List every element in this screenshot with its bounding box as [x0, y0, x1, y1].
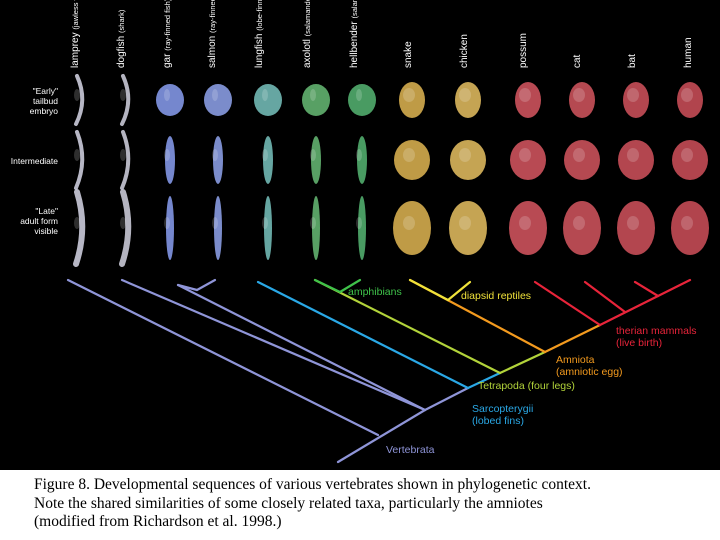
embryo-hellbender-stage-2 [356, 136, 367, 184]
branch-cat [583, 280, 627, 314]
branch-rayfinned [176, 283, 427, 412]
embryo-snake-stage-2 [394, 140, 430, 180]
caption-line-2: Note the shared similarities of some clo… [34, 494, 543, 512]
branch-jawed-stem [423, 386, 470, 412]
embryo-lungfish-stage-3 [262, 196, 272, 260]
embryos-and-tree [66, 74, 709, 464]
embryo-dogfish-stage-1 [120, 74, 131, 126]
phylogeny-tree [66, 278, 692, 464]
figure-panel: lamprey (jawless vertebrate) dogfish (sh… [0, 0, 720, 470]
branch-axolotl [313, 278, 342, 294]
embryo-human-stage-1 [677, 82, 703, 118]
embryo-chicken-stage-3 [449, 201, 487, 255]
embryo-gar-stage-2 [164, 136, 175, 184]
branch-chicken [446, 280, 472, 302]
branch-mammal-stem [598, 278, 692, 327]
clade-label-tetrapoda: Tetrapoda (four legs) [478, 380, 575, 392]
branch-dogfish [120, 278, 427, 412]
embryo-salmon-stage-3 [212, 196, 222, 260]
embryo-dogfish-stage-2 [120, 130, 131, 190]
branch-lamprey [66, 278, 380, 437]
embryo-lungfish-stage-1 [254, 84, 282, 116]
stage-label-intermediate: Intermediate [10, 156, 58, 166]
branch-hellbender [338, 278, 362, 294]
embryo-hellbender-stage-3 [356, 196, 366, 260]
embryo-human-stage-2 [672, 140, 708, 180]
stage-label-early: "Early" tailbud embryo [29, 86, 58, 116]
embryo-dogfish-stage-3 [119, 189, 132, 267]
embryo-bat-stage-3 [617, 201, 655, 255]
branch-lungfish [256, 280, 470, 390]
embryo-bat-stage-1 [623, 82, 649, 118]
embryo-cat-stage-2 [564, 140, 600, 180]
embryo-axolotl-stage-3 [310, 196, 320, 260]
clade-label-diapsid-reptiles: diapsid reptiles [461, 290, 532, 302]
caption-line-3: (modified from Richardson et al. 1998.) [34, 513, 282, 530]
clade-label-amniota: Amniota (amniotic egg) [556, 354, 623, 378]
embryo-salmon-stage-1 [204, 84, 232, 116]
branch-snake [408, 278, 450, 302]
embryo-hellbender-stage-1 [348, 84, 376, 116]
embryo-grid [73, 74, 709, 267]
embryo-human-stage-3 [671, 201, 709, 255]
embryo-salmon-stage-2 [212, 136, 223, 184]
branch-amniota-stem [543, 323, 602, 354]
branch-bat [633, 280, 660, 298]
embryo-gar-stage-3 [164, 196, 174, 260]
embryo-lamprey-stage-2 [74, 130, 85, 190]
embryo-cat-stage-1 [569, 82, 595, 118]
branch-gar [176, 283, 199, 292]
figure-caption: Figure 8. Developmental sequences of var… [34, 476, 714, 532]
embryo-cat-stage-3 [563, 201, 601, 255]
branch-salmon [195, 278, 217, 292]
branch-sarcopterygii-stem [466, 371, 502, 390]
embryo-possum-stage-2 [510, 140, 546, 180]
embryo-bat-stage-2 [618, 140, 654, 180]
embryo-axolotl-stage-2 [310, 136, 321, 184]
clade-label-sarcopterygii: Sarcopterygii (lobed fins) [472, 403, 534, 427]
embryo-lamprey-stage-3 [73, 189, 86, 267]
branch-tetrapoda-stem [498, 350, 547, 375]
embryo-lamprey-stage-1 [74, 74, 85, 126]
embryo-lungfish-stage-2 [262, 136, 273, 184]
embryo-chicken-stage-1 [455, 82, 481, 118]
embryo-gar-stage-1 [156, 84, 184, 116]
embryo-snake-stage-1 [399, 82, 425, 118]
stage-label-late: "Late" adult form visible [20, 206, 58, 236]
caption-line-1: Figure 8. Developmental sequences of var… [34, 476, 591, 493]
branch-vertebrata-stem [336, 408, 427, 464]
clade-label-therian-mammals: therian mammals (live birth) [616, 325, 697, 349]
embryo-possum-stage-1 [515, 82, 541, 118]
embryo-possum-stage-3 [509, 201, 547, 255]
embryo-chicken-stage-2 [450, 140, 486, 180]
branch-possum [533, 280, 602, 327]
branch-amphibians-stem [313, 278, 502, 375]
embryo-axolotl-stage-1 [302, 84, 330, 116]
embryo-snake-stage-3 [393, 201, 431, 255]
clade-label-vertebrata: Vertebrata [386, 444, 435, 456]
clade-label-amphibians: amphibians [348, 286, 402, 298]
